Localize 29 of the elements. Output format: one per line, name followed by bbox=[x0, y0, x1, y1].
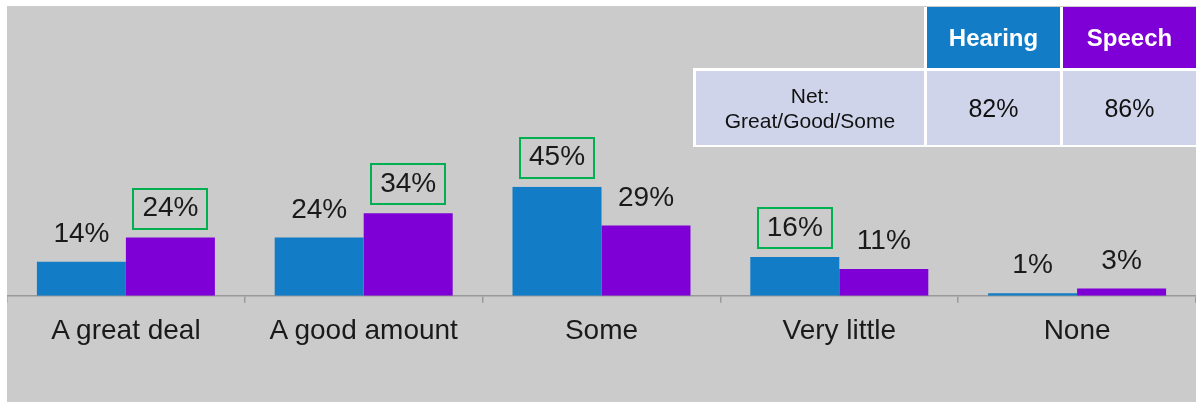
x-tick-label: A great deal bbox=[51, 314, 201, 346]
text: Net: Great/Good/Some bbox=[724, 83, 896, 132]
bar bbox=[512, 186, 602, 296]
bar bbox=[839, 269, 929, 296]
annotation: 45% bbox=[528, 140, 586, 172]
bar bbox=[601, 225, 691, 296]
bar bbox=[36, 261, 126, 296]
bar bbox=[750, 256, 840, 296]
text: 82% bbox=[968, 93, 1019, 123]
annotation: 24% bbox=[142, 191, 199, 223]
text: Speech bbox=[1086, 23, 1173, 52]
text: 86% bbox=[1104, 93, 1155, 123]
data-label: 24% bbox=[291, 192, 348, 224]
x-tick-label: Some bbox=[564, 314, 639, 346]
data-label: 3% bbox=[1101, 243, 1142, 275]
x-tick-label: Very little bbox=[782, 314, 897, 346]
x-tick-label: None bbox=[1043, 314, 1111, 346]
annotation: 34% bbox=[380, 167, 437, 199]
bar bbox=[1077, 288, 1167, 296]
x-tick-label: A good amount bbox=[269, 314, 459, 346]
data-label: 11% bbox=[856, 224, 911, 256]
data-label: 14% bbox=[53, 217, 110, 249]
bar bbox=[274, 237, 364, 296]
data-label: 1% bbox=[1012, 248, 1053, 280]
data-label: 29% bbox=[617, 180, 675, 212]
bar bbox=[363, 213, 453, 296]
text: Hearing bbox=[948, 23, 1039, 52]
annotation: 16% bbox=[766, 210, 823, 242]
bar bbox=[125, 237, 215, 296]
